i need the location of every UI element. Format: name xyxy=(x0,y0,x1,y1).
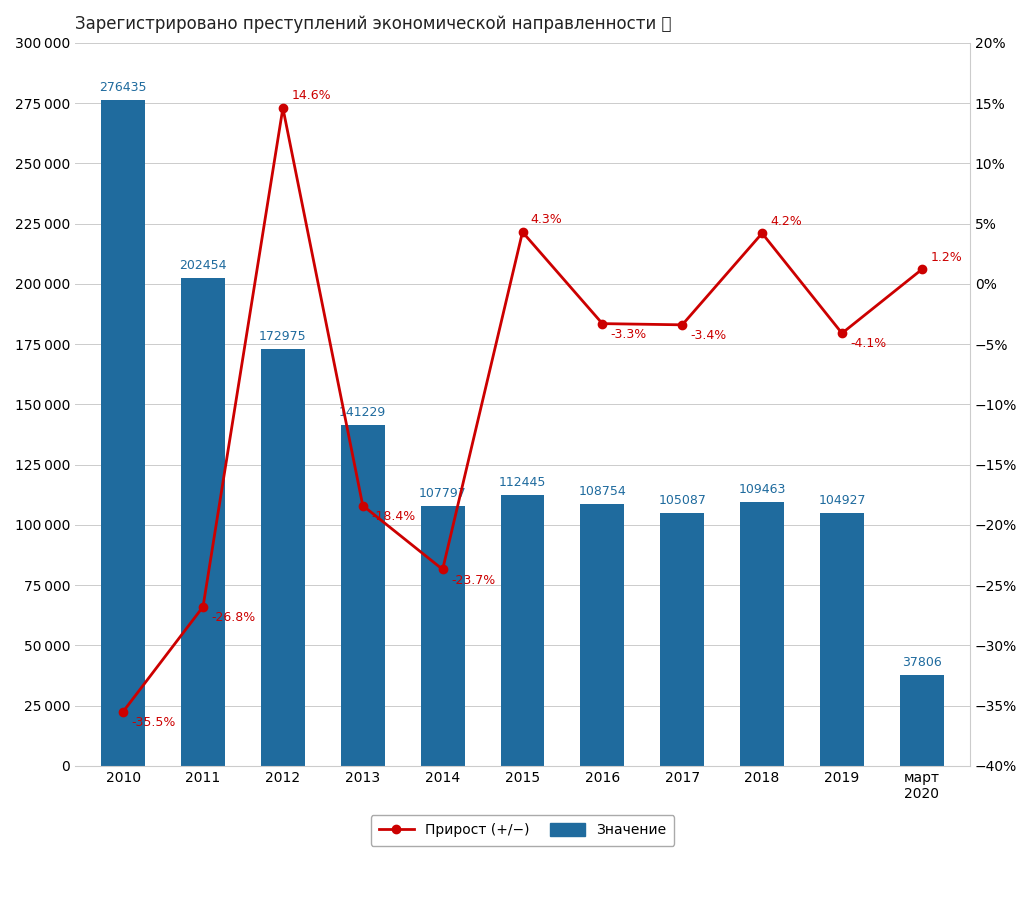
Text: 4.2%: 4.2% xyxy=(771,215,802,227)
Text: 112445: 112445 xyxy=(498,476,546,488)
Text: 109463: 109463 xyxy=(739,483,785,496)
Text: 104927: 104927 xyxy=(818,494,866,507)
Text: 14.6%: 14.6% xyxy=(291,89,331,102)
Bar xyxy=(900,675,944,766)
Legend: Прирост (+/−), Значение: Прирост (+/−), Значение xyxy=(370,815,674,845)
Bar xyxy=(421,506,464,766)
Bar xyxy=(341,425,385,766)
Text: 37806: 37806 xyxy=(902,656,942,668)
Text: 108754: 108754 xyxy=(579,485,626,498)
Bar xyxy=(820,513,864,766)
Bar xyxy=(261,349,304,766)
Bar xyxy=(660,512,704,766)
Text: -4.1%: -4.1% xyxy=(850,338,886,351)
Text: 1.2%: 1.2% xyxy=(930,251,962,264)
Text: -35.5%: -35.5% xyxy=(131,716,175,729)
Bar xyxy=(501,495,545,766)
Text: 141229: 141229 xyxy=(340,406,386,419)
Title: Зарегистрировано преступлений экономической направленности ⓘ: Зарегистрировано преступлений экономичес… xyxy=(75,15,672,33)
Text: 105087: 105087 xyxy=(658,494,706,507)
Text: 172975: 172975 xyxy=(259,330,307,343)
Text: 107797: 107797 xyxy=(419,487,466,500)
Text: 202454: 202454 xyxy=(180,259,227,272)
Text: 4.3%: 4.3% xyxy=(530,214,562,226)
Text: -23.7%: -23.7% xyxy=(451,573,495,586)
Text: -3.4%: -3.4% xyxy=(690,329,727,342)
Bar xyxy=(740,502,784,766)
Bar xyxy=(181,278,225,766)
Text: -18.4%: -18.4% xyxy=(372,509,415,523)
Bar xyxy=(101,100,146,766)
Bar xyxy=(580,504,624,766)
Text: -26.8%: -26.8% xyxy=(212,611,256,624)
Text: 276435: 276435 xyxy=(99,80,147,94)
Text: -3.3%: -3.3% xyxy=(611,328,647,341)
